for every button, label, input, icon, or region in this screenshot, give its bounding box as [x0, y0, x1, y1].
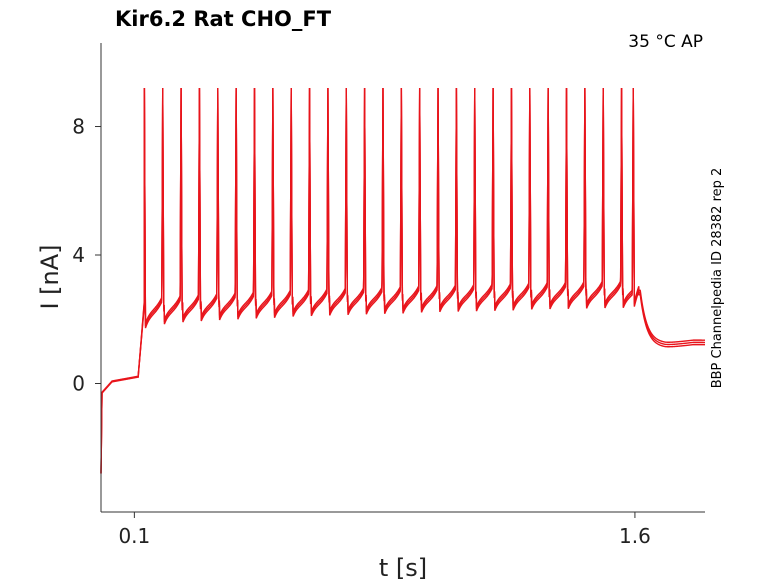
chart-title: Kir6.2 Rat CHO_FT [115, 7, 332, 31]
trace-rep-3 [100, 87, 705, 474]
condition-label: 35 °C AP [628, 32, 703, 52]
y-ticks: 0 4 8 [72, 115, 101, 396]
current-traces [100, 87, 705, 474]
x-tick-label: 0.1 [118, 524, 150, 548]
y-tick-label: 8 [72, 115, 85, 139]
trace-rep-2 [100, 87, 705, 474]
y-tick-label: 0 [72, 372, 85, 396]
trace-rep-1 [100, 87, 705, 474]
x-axis-label: t [s] [379, 554, 427, 582]
x-ticks: 0.1 1.6 [118, 512, 651, 548]
y-axis-label: I [nA] [36, 244, 64, 309]
side-label: BBP Channelpedia ID 28382 rep 2 [710, 168, 725, 389]
x-tick-label: 1.6 [619, 524, 651, 548]
y-tick-label: 4 [72, 243, 85, 267]
